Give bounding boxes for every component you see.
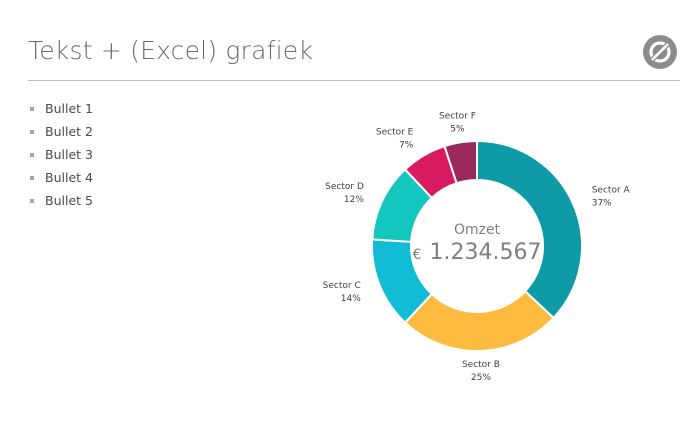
bullet-label: Bullet 3 — [45, 147, 93, 162]
bullet-item: Bullet 4 — [30, 166, 93, 189]
bullet-marker-icon — [30, 175, 34, 180]
bullet-marker-icon — [30, 198, 34, 203]
slice-label: Sector A 37% — [592, 185, 631, 208]
donut-labels: Sector A 37%Sector B 25%Sector C 14%Sector … — [323, 112, 631, 383]
bullet-label: Bullet 2 — [45, 124, 93, 139]
bullet-label: Bullet 4 — [45, 170, 93, 185]
title-divider — [28, 80, 680, 81]
slice-percent: 12% — [344, 195, 364, 205]
slice-percent: 25% — [471, 373, 491, 383]
center-value-line: € 1.234.567 — [413, 240, 542, 265]
bullet-list: Bullet 1 Bullet 2 Bullet 3 Bullet 4 Bull… — [30, 97, 93, 212]
bullet-item: Bullet 1 — [30, 97, 93, 120]
slice-label: Sector C 14% — [323, 281, 362, 304]
center-currency: € — [413, 247, 422, 263]
donut-slice-sector-a — [476, 139, 583, 320]
slice-label: Sector B 25% — [462, 360, 500, 383]
bullet-label: Bullet 5 — [45, 193, 93, 208]
slice-name: Sector A — [592, 185, 631, 195]
slice-name: Sector C — [323, 281, 361, 291]
slice-name: Sector D — [325, 182, 364, 192]
slice-name: Sector E — [376, 127, 414, 137]
slice-percent: 14% — [341, 294, 361, 304]
donut-chart: Sector A 37%Sector B 25%Sector C 14%Sector … — [323, 112, 631, 383]
bullet-marker-icon — [30, 106, 34, 111]
bullet-item: Bullet 2 — [30, 120, 93, 143]
slice-label: Sector D 12% — [325, 182, 364, 205]
donut-slices — [371, 139, 583, 352]
bullet-label: Bullet 1 — [45, 101, 93, 116]
slice-name: Sector F — [439, 112, 476, 122]
circle-slash-logo-icon — [643, 35, 677, 69]
donut-slice-sector-f — [443, 139, 478, 185]
bullet-item: Bullet 3 — [30, 143, 93, 166]
slice-name: Sector B — [462, 360, 500, 370]
center-title: Omzet — [454, 222, 501, 238]
bullet-marker-icon — [30, 129, 34, 134]
slide-title: Tekst + (Excel) grafiek — [28, 36, 314, 65]
center-value: 1.234.567 — [430, 240, 542, 265]
slice-percent: 7% — [399, 140, 414, 150]
slice-percent: 5% — [450, 125, 465, 135]
slice-label: Sector E 7% — [376, 127, 414, 150]
bullet-item: Bullet 5 — [30, 189, 93, 212]
slice-label: Sector F 5% — [439, 112, 476, 135]
bullet-marker-icon — [30, 152, 34, 157]
slice-percent: 37% — [592, 198, 612, 208]
